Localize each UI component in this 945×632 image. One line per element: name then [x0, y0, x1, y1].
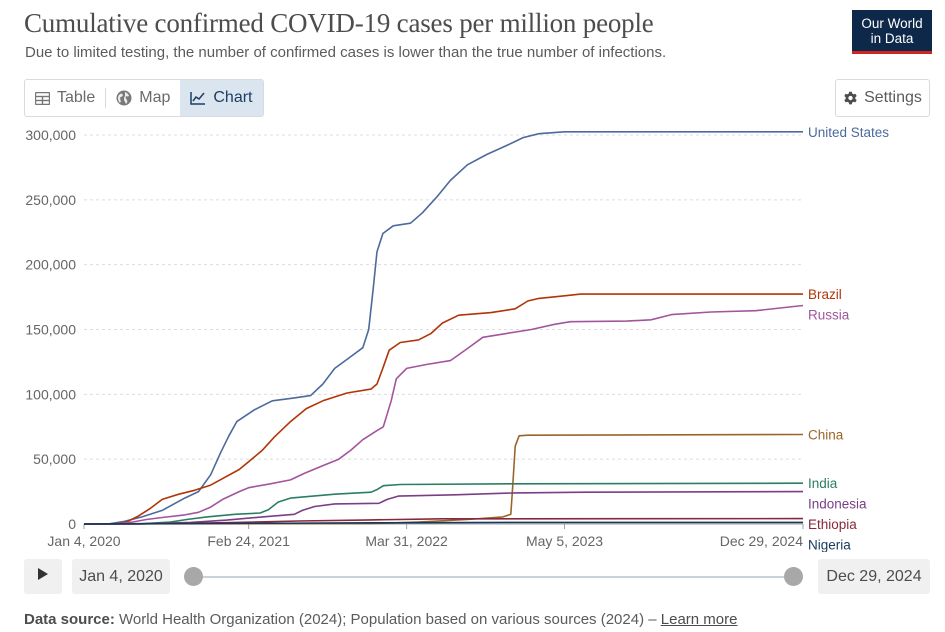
settings-label: Settings	[864, 89, 922, 106]
line-chart: 0 50,000 100,000 150,000 200,000 250,000 300,0…	[25, 125, 889, 552]
source-label: Data source:	[24, 611, 115, 628]
tab-table[interactable]: Table	[25, 80, 105, 116]
series-line-india[interactable]	[83, 482, 804, 525]
series-line-russia[interactable]	[83, 304, 804, 525]
x-tick-label: Jan 4, 2020	[47, 533, 120, 549]
series-label-india[interactable]: India	[808, 476, 838, 491]
grid-layer	[83, 134, 804, 529]
owid-logo[interactable]: Our World in Data	[852, 10, 932, 54]
line-chart-icon	[190, 91, 206, 105]
timeline-start-date[interactable]: Jan 4, 2020	[72, 559, 170, 594]
tab-map-label: Map	[139, 89, 171, 106]
learn-more-link[interactable]: Learn more	[660, 611, 738, 628]
view-tabs: Table Map Chart	[24, 79, 264, 117]
logo-line-1: Our World	[861, 16, 923, 31]
chart-title: Cumulative confirmed COVID-19 cases per …	[24, 8, 654, 38]
globe-icon	[116, 90, 132, 106]
tab-chart[interactable]: Chart	[180, 80, 263, 116]
timeline-track[interactable]	[193, 576, 793, 578]
series-label-nigeria[interactable]: Nigeria	[808, 538, 851, 552]
y-tick-label: 100,000	[25, 386, 76, 402]
chart-subtitle: Due to limited testing, the number of co…	[25, 44, 667, 61]
y-tick-label: 0	[68, 516, 76, 532]
y-tick-label: 50,000	[33, 451, 76, 467]
series-line-nigeria[interactable]	[83, 521, 803, 525]
timeline-end-handle[interactable]	[784, 567, 803, 586]
tab-divider	[105, 88, 107, 108]
play-icon	[37, 567, 49, 586]
series-label-united-states[interactable]: United States	[808, 125, 889, 140]
series-layer	[83, 131, 804, 525]
y-tick-label: 200,000	[25, 257, 76, 273]
series-line-united-states[interactable]	[83, 131, 803, 525]
logo-line-2: in Data	[870, 31, 914, 46]
y-tick-label: 300,000	[25, 127, 76, 143]
table-icon	[35, 91, 50, 105]
series-line-brazil[interactable]	[84, 293, 803, 525]
series-label-brazil[interactable]: Brazil	[808, 287, 842, 302]
series-label-russia[interactable]: Russia	[808, 308, 850, 323]
timeline-start-handle[interactable]	[184, 567, 203, 586]
settings-button[interactable]: Settings	[835, 79, 930, 117]
x-tick-label: Mar 31, 2022	[365, 533, 448, 549]
x-tick-label: May 5, 2023	[526, 533, 603, 549]
tab-map[interactable]: Map	[106, 80, 180, 116]
label-layer: 0 50,000 100,000 150,000 200,000 250,000 300,0…	[25, 125, 889, 552]
source-text: World Health Organization (2024); Popula…	[119, 611, 657, 628]
y-tick-label: 150,000	[25, 322, 76, 338]
tab-chart-label: Chart	[213, 89, 253, 106]
series-label-indonesia[interactable]: Indonesia	[808, 497, 867, 512]
series-label-ethiopia[interactable]: Ethiopia	[808, 517, 857, 532]
series-line-indonesia[interactable]	[83, 490, 804, 525]
series-line-china[interactable]	[83, 433, 804, 525]
series-label-china[interactable]: China	[808, 428, 844, 443]
timeline-end-date[interactable]: Dec 29, 2024	[818, 559, 930, 594]
x-tick-label: Dec 29, 2024	[720, 533, 803, 549]
data-source: Data source: World Health Organization (…	[24, 611, 737, 628]
y-tick-label: 250,000	[25, 192, 76, 208]
x-tick-label: Feb 24, 2021	[207, 533, 290, 549]
play-button[interactable]	[24, 559, 62, 594]
gear-icon	[843, 91, 858, 106]
tab-table-label: Table	[57, 89, 96, 106]
